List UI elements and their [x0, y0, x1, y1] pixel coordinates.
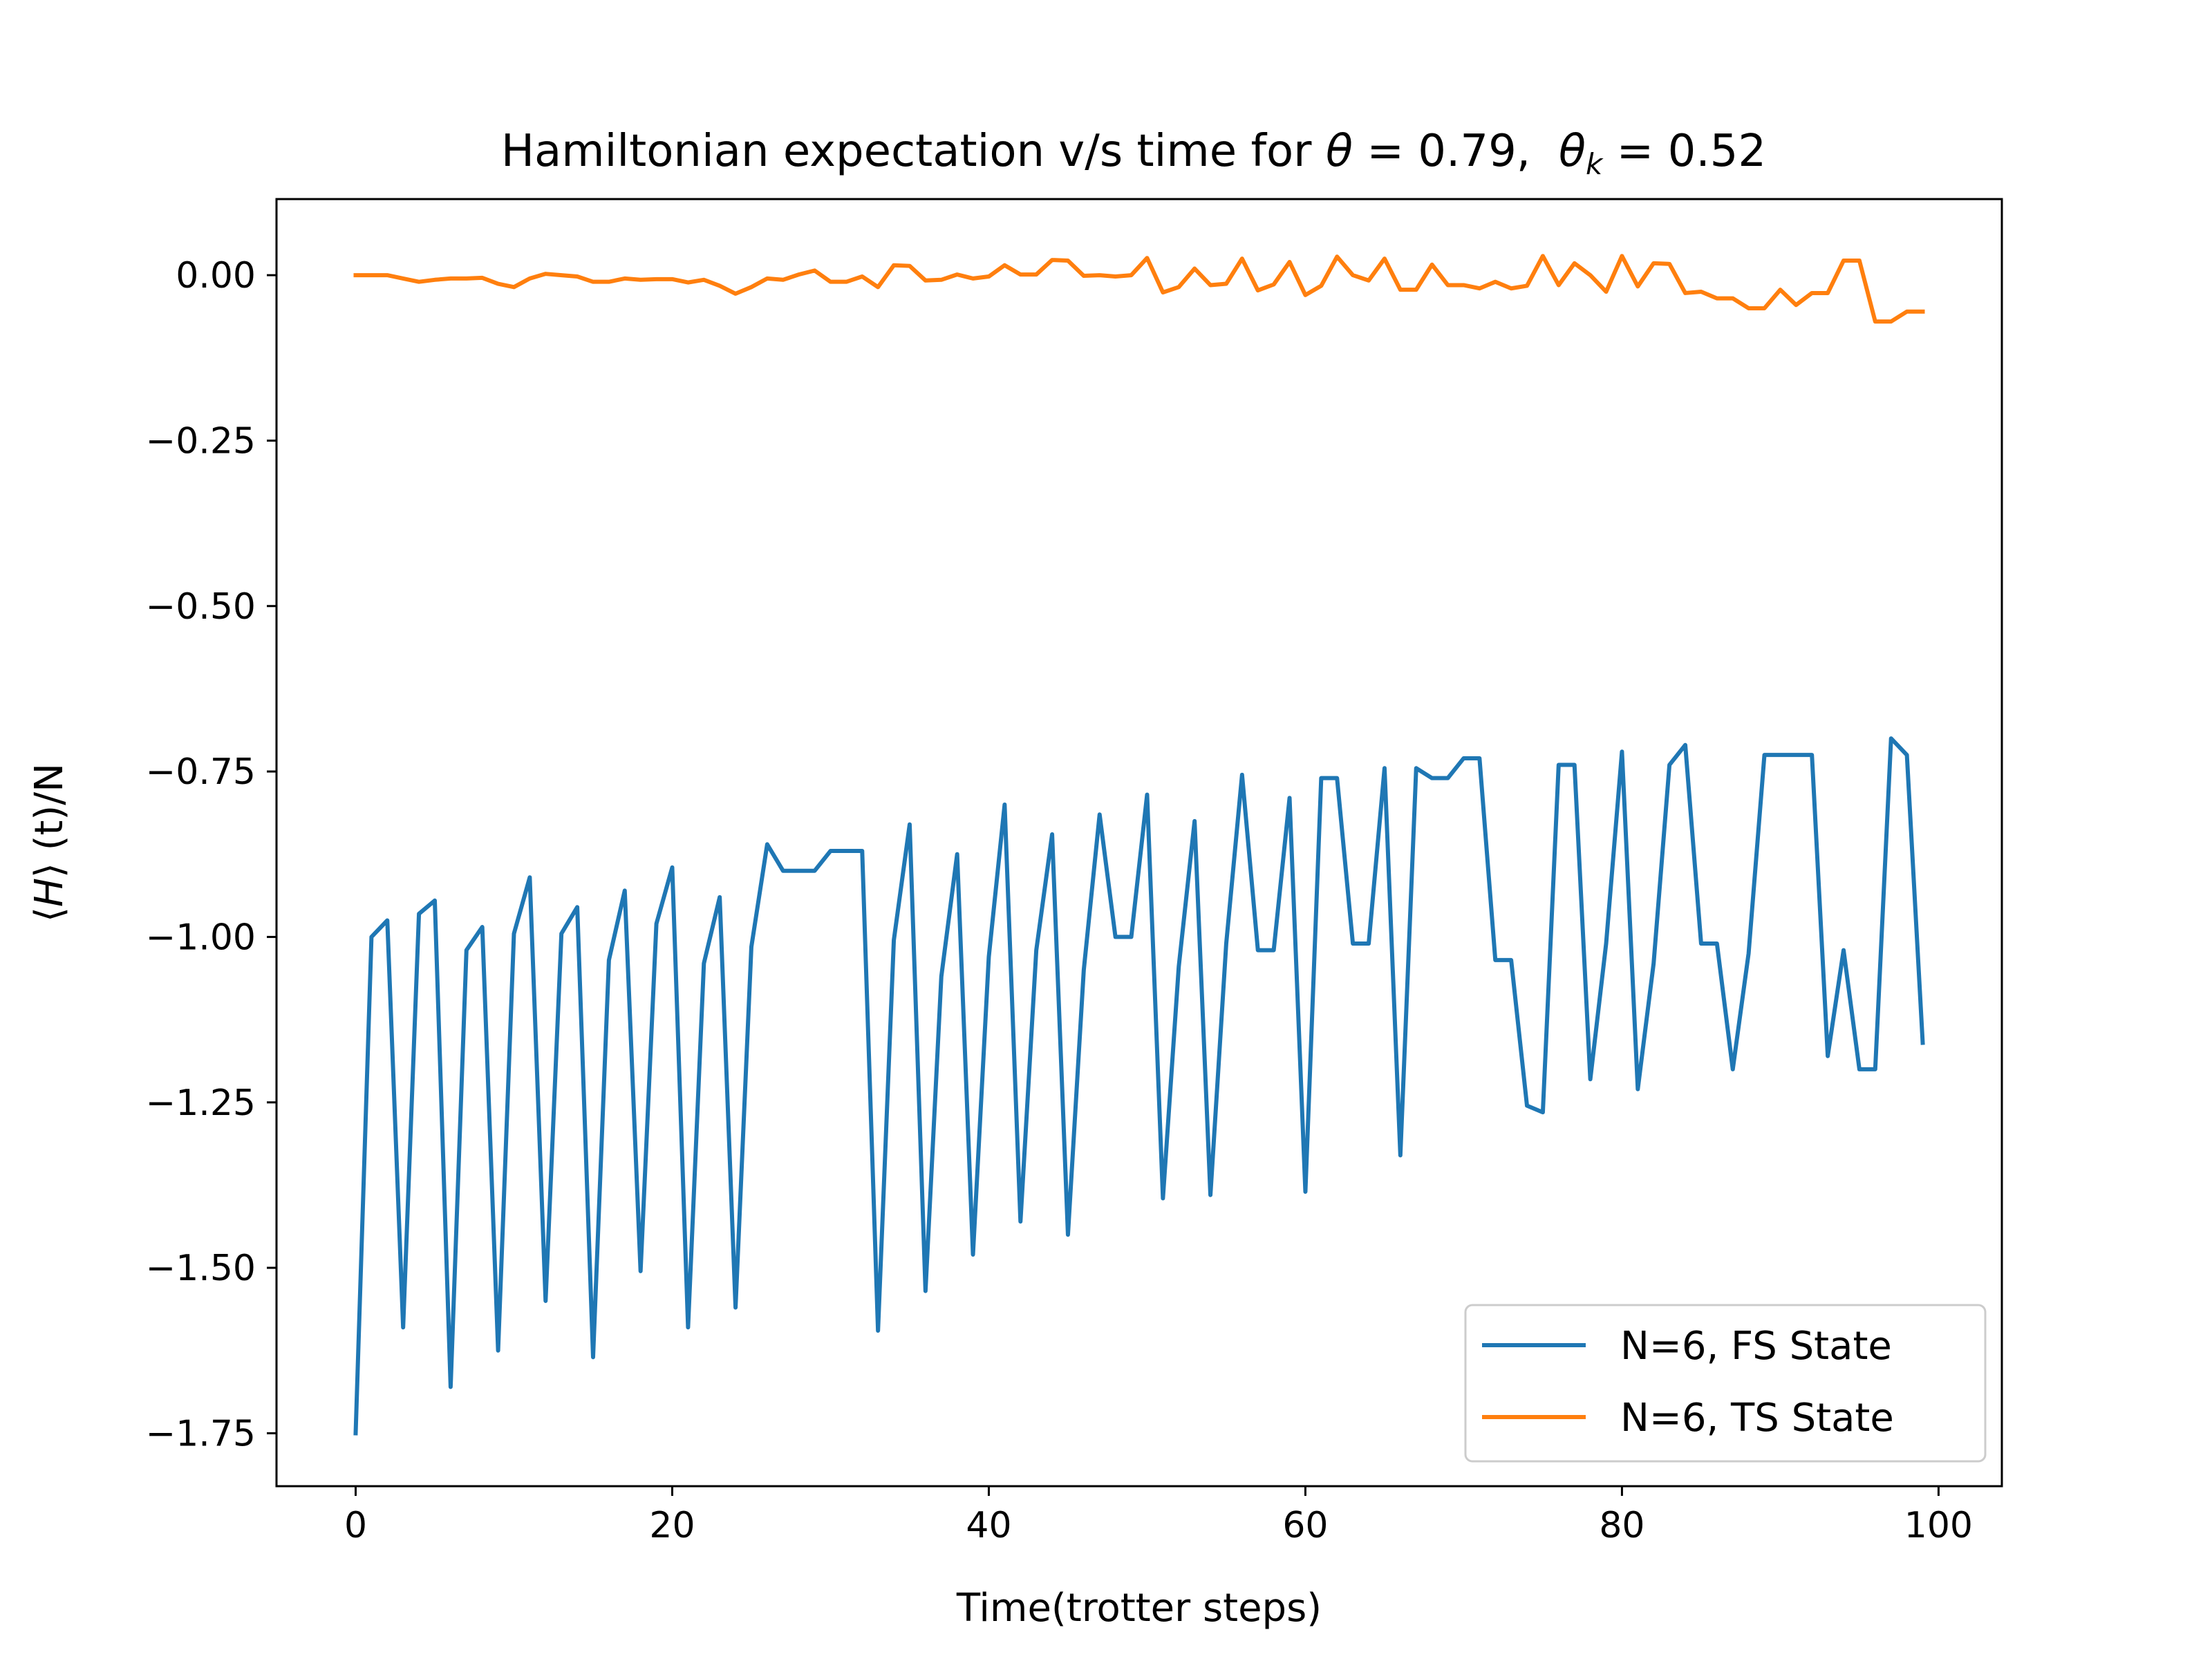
y-tick-label: −0.50	[146, 586, 256, 628]
x-tick-label: 0	[344, 1505, 367, 1546]
title-thetak-value: 0.52	[1668, 126, 1767, 177]
title-thetak-symbol: θ	[1559, 126, 1586, 177]
y-tick-label: −1.50	[146, 1248, 256, 1289]
series-layer	[353, 254, 1925, 1436]
y-tick-label: 0.00	[176, 255, 256, 297]
title-thetak-subscript: k	[1586, 147, 1604, 181]
series-line-ts	[353, 254, 1925, 324]
x-tick-label: 60	[1282, 1505, 1328, 1546]
legend-box	[1464, 1304, 1987, 1463]
y-axis-label: ⟨H⟩ (t)/N	[27, 763, 72, 922]
x-axis-label: Time(trotter steps)	[956, 1586, 1322, 1631]
title-prefix: Hamiltonian expectation v/s time for	[501, 126, 1326, 177]
y-tick-label: −0.25	[146, 420, 256, 462]
title-gap	[1530, 126, 1559, 177]
y-axis-label-symbol: H	[27, 878, 72, 907]
y-tick-label: −1.00	[146, 917, 256, 958]
legend-label-ts: N=6, TS State	[1620, 1396, 1894, 1441]
legend-label-fs: N=6, FS State	[1620, 1324, 1892, 1369]
y-tick-label: −1.25	[146, 1082, 256, 1124]
x-tick-label: 80	[1599, 1505, 1644, 1546]
x-tick-label: 40	[966, 1505, 1011, 1546]
title-equals-1: =	[1353, 126, 1418, 177]
y-axis-label-open: ⟨	[27, 907, 72, 922]
plot-frame	[275, 198, 2003, 1488]
y-tick-label: −1.75	[146, 1413, 256, 1454]
x-tick-label: 100	[1904, 1505, 1973, 1546]
y-axis-label-rest: (t)/N	[27, 763, 72, 863]
series-line-fs	[353, 736, 1925, 1436]
y-axis-label-close: ⟩	[27, 863, 72, 878]
legend: N=6, FS State N=6, TS State	[1464, 1304, 1987, 1463]
title-equals-2: =	[1602, 126, 1667, 177]
title-theta-value: 0.79,	[1418, 126, 1530, 177]
y-tick-label: −0.75	[146, 751, 256, 793]
chart-title: Hamiltonian expectation v/s time for θ =…	[501, 126, 1766, 181]
tick-layer: 0 20 40 60 80 100 0.00 −0.25 −0.50 −0.75 −1.00 −1.2…	[146, 255, 1973, 1546]
x-tick-label: 20	[649, 1505, 695, 1546]
title-theta-symbol: θ	[1326, 126, 1353, 177]
